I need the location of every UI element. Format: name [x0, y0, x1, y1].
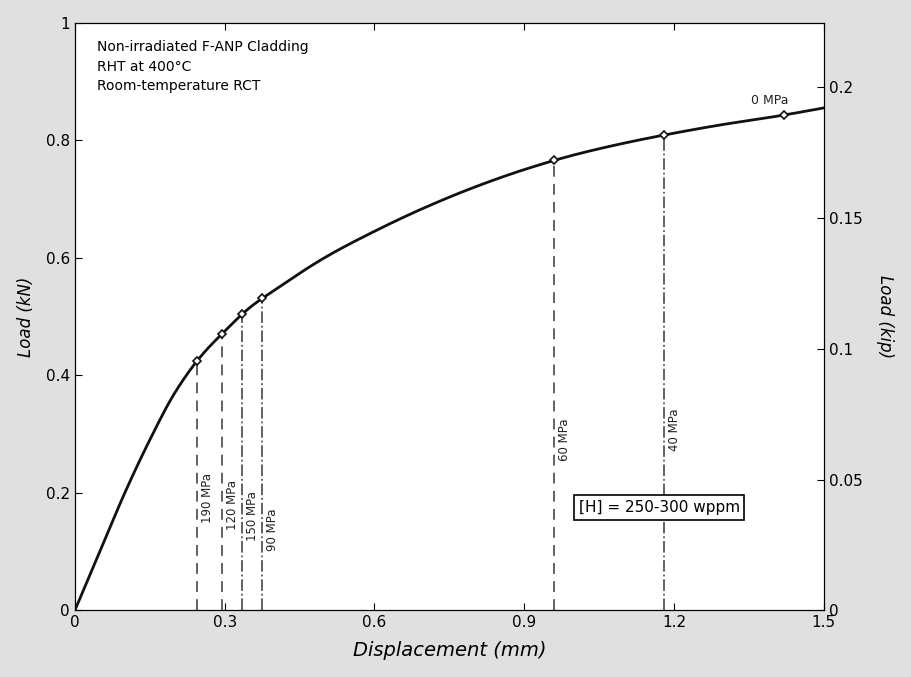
Text: Non-irradiated F-ANP Cladding
RHT at 400°C
Room-temperature RCT: Non-irradiated F-ANP Cladding RHT at 400… — [97, 41, 309, 93]
Text: 40 MPa: 40 MPa — [668, 408, 681, 451]
Text: 190 MPa: 190 MPa — [201, 473, 214, 523]
Text: 0 MPa: 0 MPa — [752, 93, 789, 107]
X-axis label: Displacement (mm): Displacement (mm) — [353, 641, 546, 660]
Text: [H] = 250-300 wppm: [H] = 250-300 wppm — [578, 500, 740, 515]
Y-axis label: Load (kip): Load (kip) — [876, 275, 895, 358]
Y-axis label: Load (kN): Load (kN) — [16, 276, 35, 357]
Text: 150 MPa: 150 MPa — [246, 491, 259, 540]
Text: 60 MPa: 60 MPa — [558, 418, 571, 460]
Text: 90 MPa: 90 MPa — [266, 508, 279, 550]
Text: 120 MPa: 120 MPa — [226, 480, 240, 530]
